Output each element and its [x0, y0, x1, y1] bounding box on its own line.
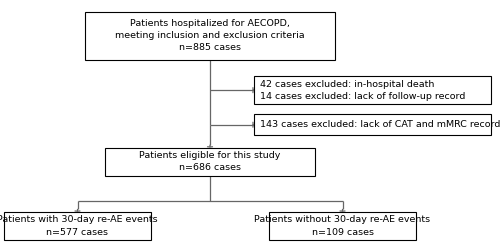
FancyBboxPatch shape	[105, 148, 315, 176]
FancyBboxPatch shape	[254, 114, 491, 135]
Text: 143 cases excluded: lack of CAT and mMRC record: 143 cases excluded: lack of CAT and mMRC…	[260, 120, 500, 129]
Text: Patients eligible for this study
n=686 cases: Patients eligible for this study n=686 c…	[140, 151, 280, 172]
FancyBboxPatch shape	[269, 212, 416, 240]
FancyBboxPatch shape	[85, 12, 335, 60]
Text: Patients without 30-day re-AE events
n=109 cases: Patients without 30-day re-AE events n=1…	[254, 215, 430, 237]
Text: Patients with 30-day re-AE events
n=577 cases: Patients with 30-day re-AE events n=577 …	[0, 215, 158, 237]
FancyBboxPatch shape	[254, 76, 491, 104]
FancyBboxPatch shape	[4, 212, 151, 240]
Text: 42 cases excluded: in-hospital death
14 cases excluded: lack of follow-up record: 42 cases excluded: in-hospital death 14 …	[260, 80, 466, 101]
Text: Patients hospitalized for AECOPD,
meeting inclusion and exclusion criteria
n=885: Patients hospitalized for AECOPD, meetin…	[115, 19, 305, 52]
